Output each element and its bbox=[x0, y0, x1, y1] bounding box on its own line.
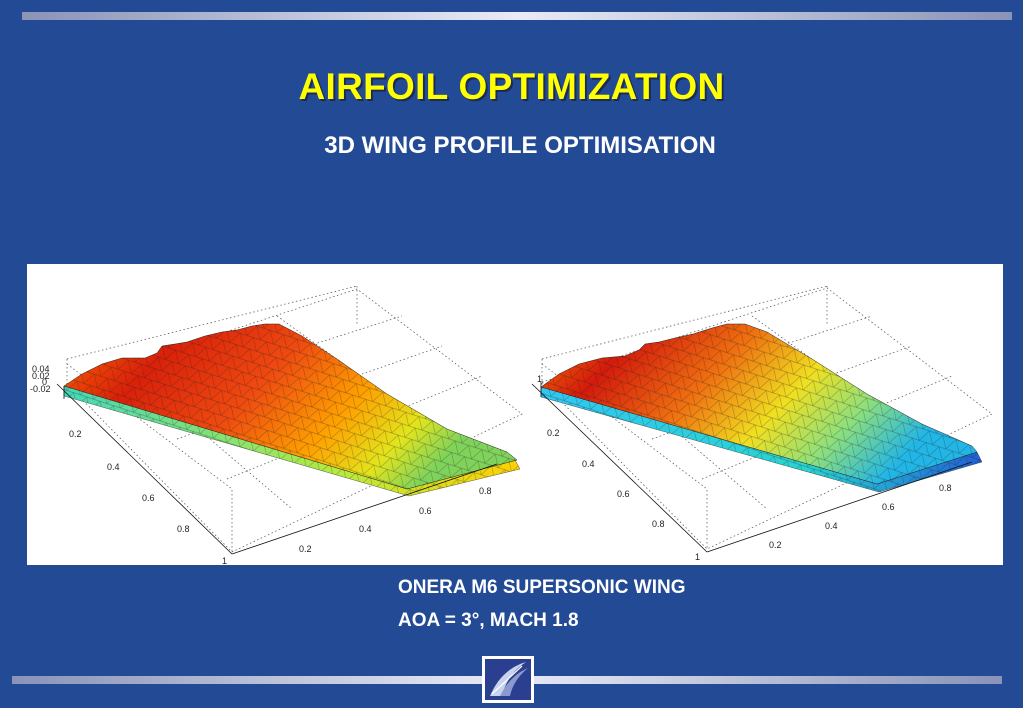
caption-wing: ONERA M6 SUPERSONIC WING bbox=[398, 577, 686, 598]
y-tick-label: 1 bbox=[695, 552, 700, 562]
panel-optimized: 1 0.2 0.4 0.6 0.8 1 0.2 0.4 0.6 0.8 bbox=[531, 285, 993, 562]
wing-logo-icon bbox=[482, 656, 534, 703]
y-tick-label: 0.4 bbox=[582, 459, 595, 469]
y-tick-label: 0.2 bbox=[69, 429, 82, 439]
wing-plots-svg: 0.04 0.02 0 -0.02 0.2 0.4 0.6 0.8 1 0.2 … bbox=[30, 285, 993, 565]
page-title: AIRFOIL OPTIMIZATION bbox=[298, 66, 725, 107]
y-tick-label: 0.2 bbox=[547, 428, 560, 438]
z-tick-label: 0.04 bbox=[32, 364, 50, 374]
x-tick-label: 0.2 bbox=[299, 544, 312, 554]
y-tick-label: 0.6 bbox=[617, 489, 630, 499]
y-tick-label: 0.4 bbox=[107, 462, 120, 472]
x-tick-label: 0.6 bbox=[419, 506, 432, 516]
y-tick-label: 1 bbox=[222, 556, 227, 565]
y-tick-label: 0.8 bbox=[652, 519, 665, 529]
panel-initial: 0.04 0.02 0 -0.02 0.2 0.4 0.6 0.8 1 0.2 … bbox=[30, 285, 523, 565]
top-divider bbox=[22, 12, 1012, 20]
caption-conditions: AOA = 3°, MACH 1.8 bbox=[398, 610, 579, 631]
wing-surface-figure: 0.04 0.02 0 -0.02 0.2 0.4 0.6 0.8 1 0.2 … bbox=[27, 264, 1003, 565]
z-tick-label: 1 bbox=[537, 374, 542, 384]
x-tick-label: 0.6 bbox=[882, 502, 895, 512]
z-tick-label: 0.02 bbox=[32, 371, 50, 381]
z-tick-label: 0 bbox=[42, 377, 47, 387]
y-tick-label: 0.8 bbox=[177, 524, 190, 534]
x-tick-label: 0.2 bbox=[769, 540, 782, 550]
x-tick-label: 0.8 bbox=[939, 483, 952, 493]
z-tick-label: -0.02 bbox=[30, 384, 51, 394]
page-subtitle: 3D WING PROFILE OPTIMISATION bbox=[324, 132, 716, 159]
y-tick-label: 0.6 bbox=[142, 493, 155, 503]
x-tick-label: 0.8 bbox=[479, 486, 492, 496]
x-tick-label: 0.4 bbox=[825, 521, 838, 531]
x-tick-label: 0.4 bbox=[359, 524, 372, 534]
